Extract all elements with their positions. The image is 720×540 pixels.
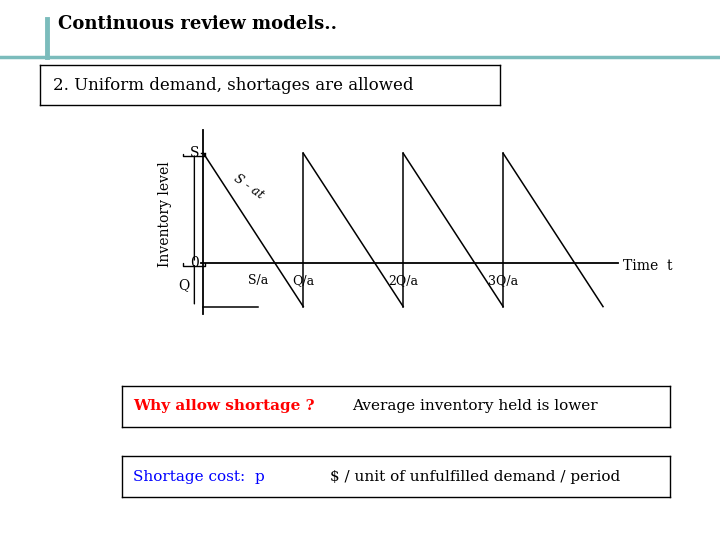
Text: $ / unit of unfulfilled demand / period: $ / unit of unfulfilled demand / period: [330, 470, 621, 483]
Text: Q/a: Q/a: [292, 274, 315, 287]
Text: 2Q/a: 2Q/a: [388, 274, 418, 287]
Text: Average inventory held is lower: Average inventory held is lower: [352, 400, 598, 413]
Text: 3Q/a: 3Q/a: [488, 274, 518, 287]
Text: Continuous review models..: Continuous review models..: [58, 15, 337, 33]
Text: Time  t: Time t: [623, 259, 672, 273]
Text: Inventory level: Inventory level: [158, 161, 172, 267]
Text: 0: 0: [191, 256, 199, 270]
Text: S: S: [190, 146, 199, 160]
Text: S - at: S - at: [231, 172, 266, 201]
Text: Q: Q: [178, 278, 189, 292]
Text: Why allow shortage ?: Why allow shortage ?: [133, 400, 315, 413]
Text: Shortage cost:  p: Shortage cost: p: [133, 470, 265, 483]
Text: 2. Uniform demand, shortages are allowed: 2. Uniform demand, shortages are allowed: [53, 77, 414, 93]
Text: S/a: S/a: [248, 274, 269, 287]
